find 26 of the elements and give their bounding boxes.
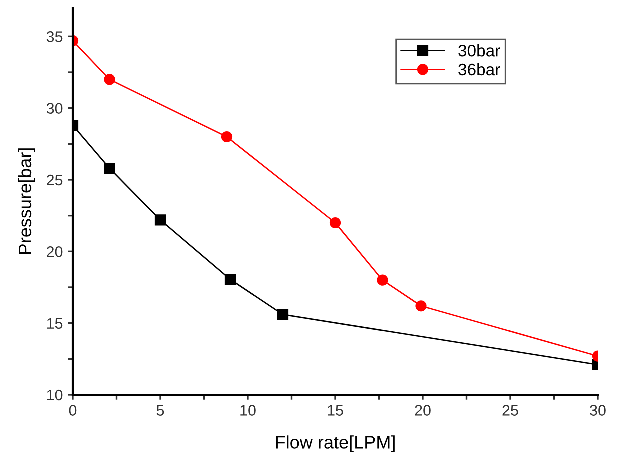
- point: [416, 300, 427, 312]
- y-tick-label: 35: [46, 32, 63, 42]
- x-tick-label: 5: [156, 405, 164, 416]
- point: [330, 217, 342, 229]
- y-tick-label: 25: [47, 174, 63, 186]
- point: [221, 131, 233, 143]
- x-tick-label: 25: [502, 405, 518, 416]
- x-tick-label: 30: [590, 405, 606, 416]
- y-tick-label: 15: [47, 318, 63, 330]
- point: [377, 274, 388, 286]
- point: [277, 309, 289, 320]
- point: [104, 74, 116, 86]
- x-tick-label: 15: [328, 405, 344, 416]
- point: [104, 162, 116, 174]
- x-tick-label: 10: [240, 405, 256, 416]
- y-axis-title: Pressure[bar]: [18, 148, 36, 254]
- x-tick-label: 0: [69, 405, 77, 416]
- x-axis-title: Flow rate[LPM]: [276, 436, 395, 452]
- y-tick-label: 10: [47, 390, 63, 401]
- x-tick-label: 20: [415, 405, 431, 416]
- point: [154, 214, 166, 226]
- point: [224, 274, 236, 286]
- y-tick-label: 20: [47, 246, 63, 258]
- legend-label: 30bar: [458, 44, 500, 57]
- y-tick-label: 30: [46, 103, 63, 114]
- legend-label: 36bar: [458, 63, 500, 76]
